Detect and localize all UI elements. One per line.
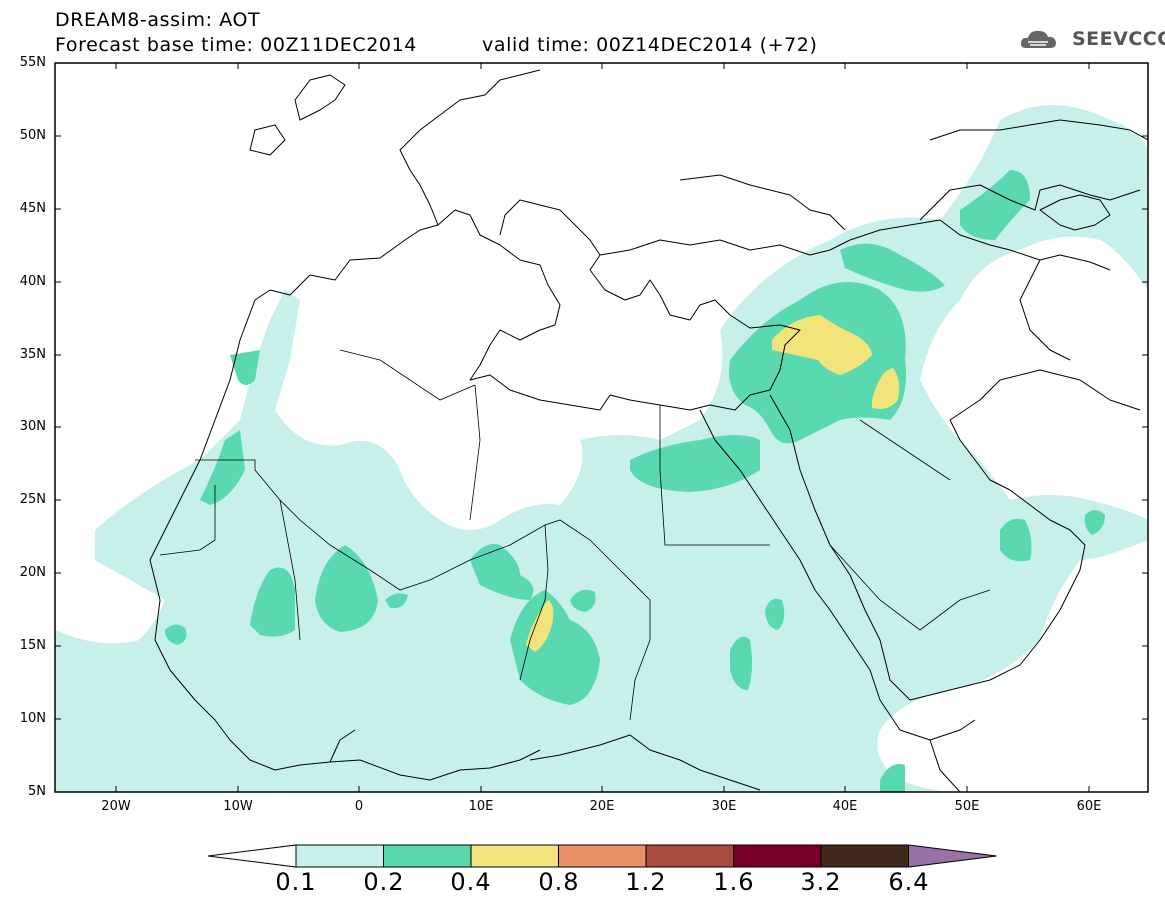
lat-label: 5N — [28, 784, 46, 799]
lat-label: 40N — [19, 274, 46, 289]
colorbar-label: 0.2 — [363, 868, 405, 896]
lon-label: 20W — [101, 799, 131, 814]
colorbar-label: 1.2 — [625, 868, 667, 896]
lat-label: 55N — [19, 55, 46, 70]
colorbar-label: 3.2 — [800, 868, 842, 896]
lon-label: 60E — [1076, 799, 1102, 814]
colorbar-label: 6.4 — [888, 868, 930, 896]
lon-label: 30E — [711, 799, 737, 814]
lat-label: 10N — [19, 711, 46, 726]
lon-label: 10W — [223, 799, 253, 814]
colorbar-label: 1.6 — [713, 868, 755, 896]
lat-label: 30N — [19, 419, 46, 434]
lon-label: 0 — [354, 799, 364, 814]
lat-label: 50N — [19, 128, 46, 143]
lat-label: 15N — [19, 638, 46, 653]
valid-time: valid time: 00Z14DEC2014 (+72) — [482, 34, 818, 56]
country-borders — [159, 349, 991, 721]
lon-label: 20E — [589, 799, 615, 814]
colorbar-label: 0.8 — [538, 868, 580, 896]
lat-label: 25N — [19, 492, 46, 507]
lat-label: 45N — [19, 201, 46, 216]
aot-mid-regions — [165, 170, 1105, 792]
lat-label: 35N — [19, 347, 46, 362]
lon-label: 40E — [832, 799, 858, 814]
map-title: DREAM8-assim: AOT — [55, 9, 261, 31]
colorbar-label: 0.1 — [275, 868, 317, 896]
lat-label: 20N — [19, 565, 46, 580]
axis-ticks — [55, 62, 1148, 793]
lon-label: 10E — [468, 799, 494, 814]
aot-high-regions — [526, 315, 900, 652]
colorbar-label: 0.4 — [450, 868, 492, 896]
lon-label: 50E — [954, 799, 980, 814]
forecast-base-time: Forecast base time: 00Z11DEC2014 — [55, 34, 417, 56]
cloud-logo-icon — [1020, 30, 1056, 48]
logo-text: SEEVCCC — [1072, 28, 1165, 50]
